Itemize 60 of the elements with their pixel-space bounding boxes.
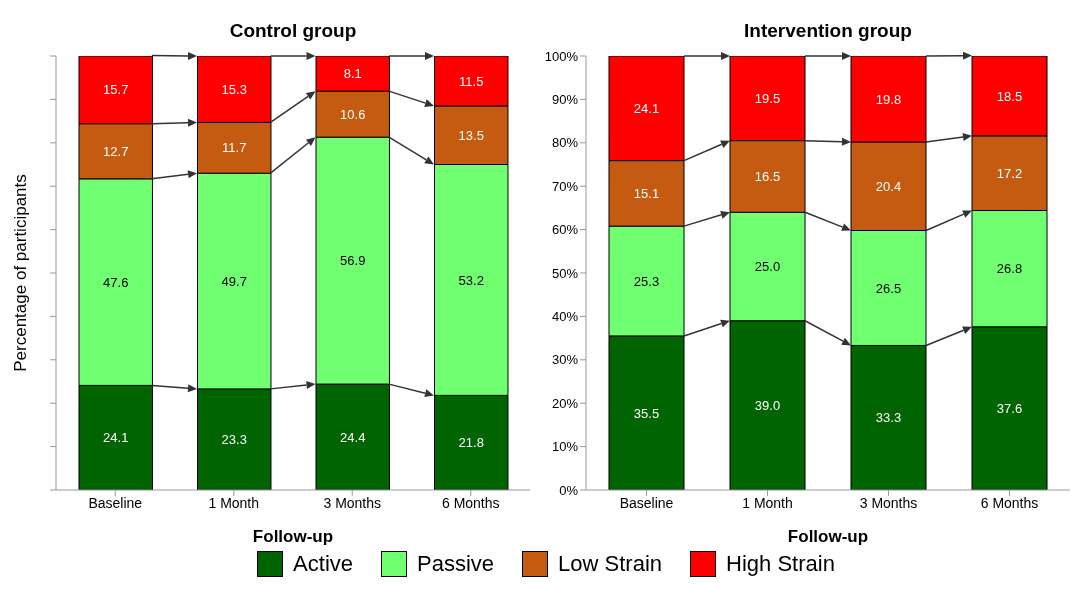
- data-label: 10.6: [340, 106, 366, 122]
- y-tick-label: 100%: [544, 48, 579, 64]
- data-label: 39.0: [754, 397, 781, 413]
- data-label: 56.9: [340, 253, 366, 269]
- data-label: 19.5: [754, 90, 781, 106]
- y-axis-title: Percentage of participants: [11, 174, 31, 372]
- data-label: 49.7: [221, 273, 247, 289]
- data-label: 15.1: [633, 185, 660, 201]
- data-label: 24.1: [103, 430, 129, 446]
- y-tick-label: 20%: [551, 395, 579, 411]
- data-label: 15.7: [103, 82, 129, 98]
- y-tick-label: 40%: [551, 309, 579, 325]
- y-tick-label: 70%: [551, 178, 579, 194]
- x-tick-label: 3 Months: [859, 494, 918, 511]
- data-label: 47.6: [103, 274, 129, 290]
- y-tick-label: 10%: [551, 439, 579, 455]
- x-tick-label: 6 Months: [980, 494, 1039, 511]
- x-tick-label: 1 Month: [208, 494, 260, 511]
- x-tick-label: Baseline: [88, 494, 143, 511]
- data-label: 20.4: [875, 178, 902, 194]
- data-label: 24.4: [340, 429, 366, 445]
- data-label: 23.3: [221, 432, 247, 448]
- x-tick-label: 1 Month: [742, 494, 793, 511]
- data-label: 26.5: [875, 280, 902, 296]
- x-axis-title: Follow-up: [787, 527, 869, 546]
- legend-label: Passive: [417, 550, 495, 578]
- y-tick-label: 30%: [551, 352, 579, 368]
- data-label: 25.3: [633, 273, 660, 289]
- y-tick-label: 80%: [551, 135, 579, 151]
- data-label: 17.2: [996, 165, 1023, 181]
- x-tick-label: 3 Months: [323, 494, 382, 511]
- data-label: 13.5: [458, 127, 484, 143]
- legend-label: Active: [293, 550, 354, 578]
- data-label: 26.8: [996, 261, 1023, 277]
- data-label: 16.5: [754, 169, 781, 185]
- data-label: 8.1: [343, 66, 362, 82]
- y-tick-label: 60%: [551, 222, 579, 238]
- data-label: 24.1: [633, 100, 660, 116]
- chart-title: Intervention group: [743, 20, 913, 42]
- data-label: 15.3: [221, 81, 247, 97]
- data-label: 11.7: [222, 140, 247, 156]
- x-tick-label: Baseline: [619, 494, 674, 511]
- chart-title: Control group: [228, 20, 358, 42]
- data-label: 35.5: [633, 405, 660, 421]
- y-tick-label: 0%: [559, 482, 579, 498]
- data-label: 33.3: [875, 410, 902, 426]
- data-label: 11.5: [459, 73, 484, 89]
- y-tick-label: 50%: [551, 265, 579, 281]
- x-axis-title: Follow-up: [252, 527, 334, 546]
- data-label: 19.8: [875, 91, 902, 107]
- x-tick-label: 6 Months: [441, 494, 500, 511]
- data-label: 18.5: [996, 88, 1023, 104]
- legend-label: Low Strain: [558, 550, 663, 578]
- data-label: 25.0: [754, 259, 781, 275]
- legend-label: High Strain: [726, 550, 835, 578]
- data-label: 12.7: [103, 143, 129, 159]
- data-label: 21.8: [458, 435, 484, 451]
- data-label: 37.6: [996, 401, 1023, 417]
- data-label: 53.2: [458, 272, 484, 288]
- y-tick-label: 90%: [551, 92, 579, 108]
